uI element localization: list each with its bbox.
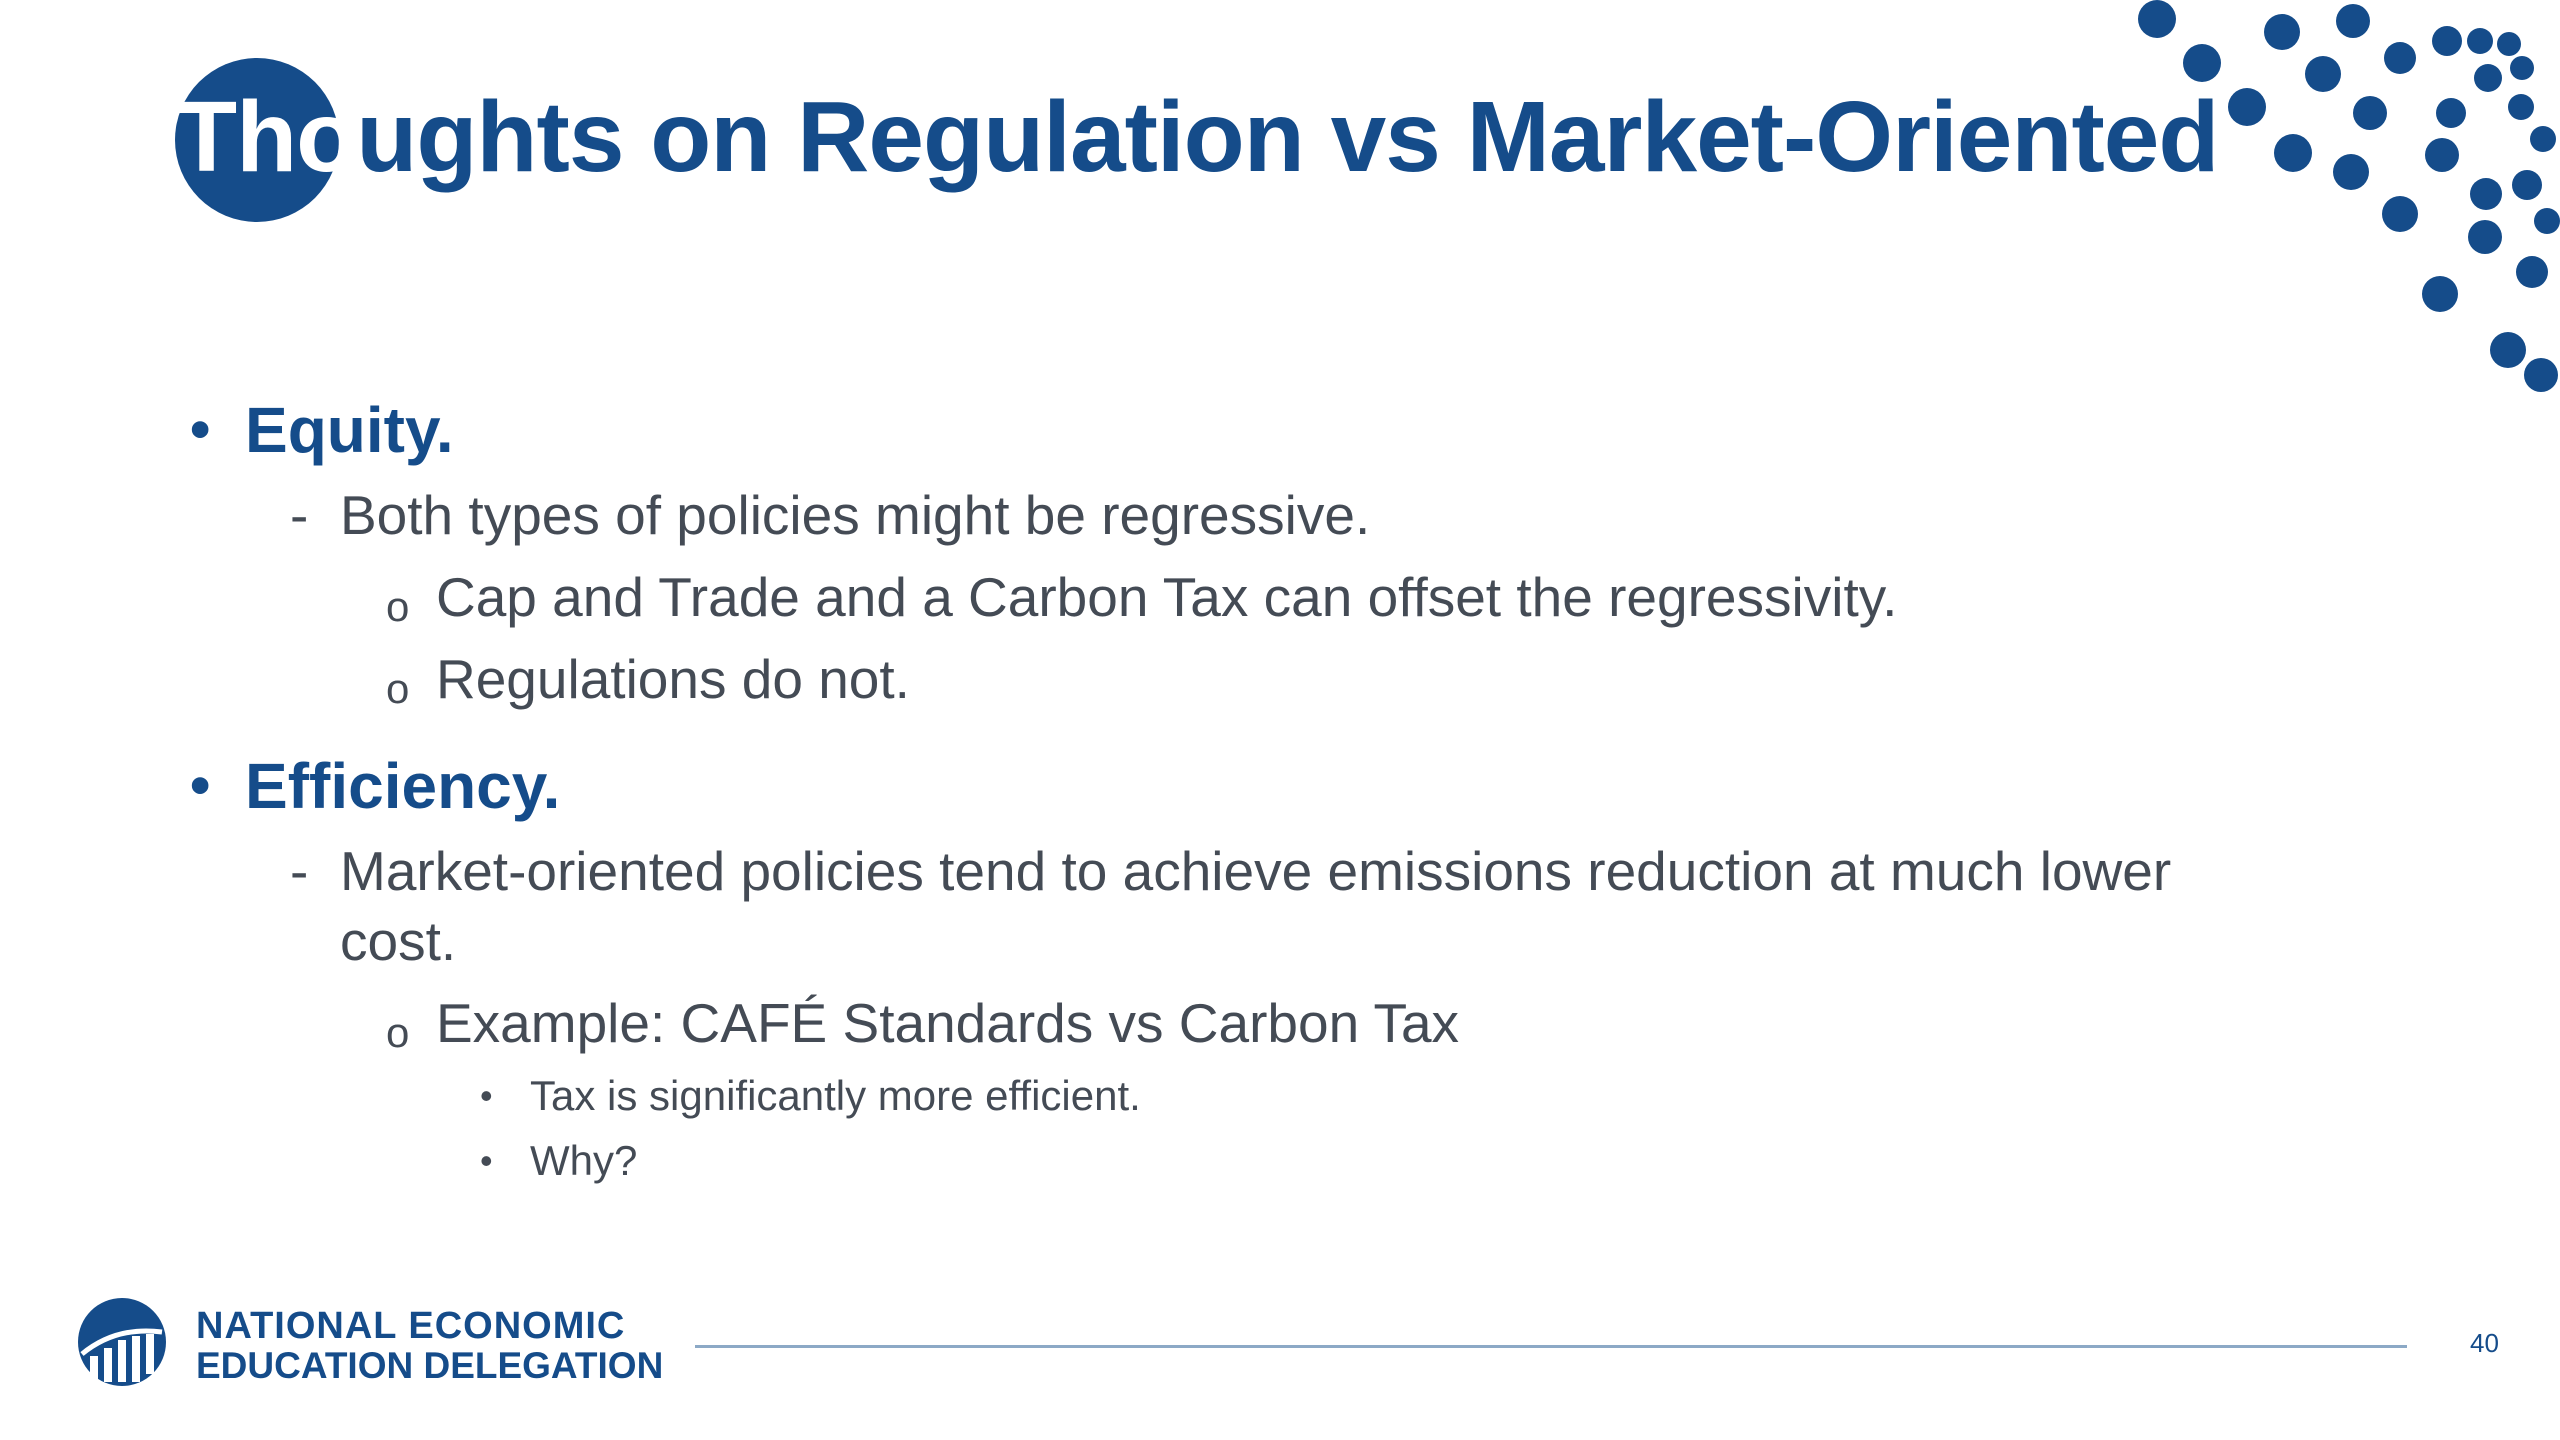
sub-subpoint: o Cap and Trade and a Carbon Tax can off…: [190, 562, 2370, 632]
circle-marker: o: [386, 665, 410, 712]
dash-marker: -: [290, 484, 309, 546]
bullet-heading: Equity.: [245, 394, 454, 466]
bullet-marker: •: [480, 1140, 493, 1181]
bullet-equity: • Equity.: [190, 380, 2370, 480]
subpoint-text: Both types of policies might be regressi…: [340, 484, 1371, 546]
subpoint: - Market-oriented policies tend to achie…: [190, 836, 2370, 976]
sub-subpoint: o Example: CAFÉ Standards vs Carbon Tax: [190, 988, 2370, 1058]
sub-subpoint-text: Example: CAFÉ Standards vs Carbon Tax: [436, 992, 1460, 1054]
sub-subpoint: o Regulations do not.: [190, 644, 2370, 714]
subpoint: - Both types of policies might be regres…: [190, 480, 2370, 550]
org-name-line1: NATIONAL ECONOMIC: [196, 1305, 626, 1347]
page-number: 40: [2470, 1328, 2499, 1358]
bullet-efficiency: • Efficiency.: [190, 736, 2370, 836]
decorative-dots: [0, 0, 2560, 420]
title-accent-circle: [175, 58, 339, 222]
sub-subpoint-text: Regulations do not.: [436, 648, 910, 710]
detail-text: Tax is significantly more efficient.: [530, 1072, 1141, 1119]
detail-text: Why?: [530, 1137, 638, 1184]
bullet-marker: •: [190, 397, 211, 462]
detail-point: • Tax is significantly more efficient.: [190, 1068, 2370, 1123]
detail-point: • Why?: [190, 1133, 2370, 1188]
bullet-marker: •: [190, 753, 211, 818]
slide-title: Thoughts on Regulation vs Market-Oriente…: [176, 72, 2219, 202]
dash-marker: -: [290, 840, 309, 902]
subpoint-text-line2: cost.: [340, 910, 457, 972]
sub-subpoint-text: Cap and Trade and a Carbon Tax can offse…: [436, 566, 1898, 628]
bullet-heading: Efficiency.: [245, 750, 561, 822]
org-name-line2: EDUCATION DELEGATION: [196, 1345, 664, 1386]
circle-marker: o: [386, 583, 410, 630]
slide-body: • Equity. - Both types of policies might…: [190, 380, 2370, 1188]
subpoint-text-line1: Market-oriented policies tend to achieve…: [340, 840, 2172, 902]
nation-logo-icon: [78, 1298, 166, 1386]
circle-marker: o: [386, 1009, 410, 1056]
bullet-marker: •: [480, 1075, 493, 1116]
title-accent-text: Tho: [176, 81, 357, 193]
title-text: ughts on Regulation vs Market-Oriented: [356, 81, 2219, 193]
footer-divider: [695, 1345, 2407, 1348]
